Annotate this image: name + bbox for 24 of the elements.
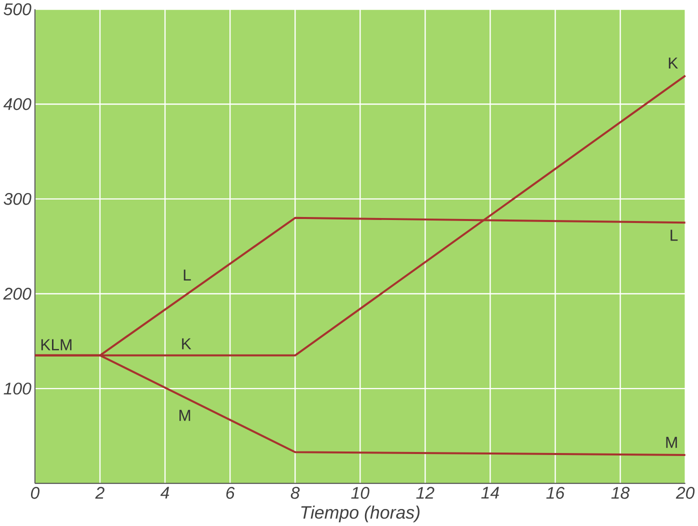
- series-label: L: [670, 230, 678, 241]
- text: L: [184, 270, 191, 281]
- x-tick-label: 12: [416, 487, 434, 499]
- y-tick-label: 300: [4, 193, 32, 206]
- x-tick-label: 4: [160, 487, 170, 499]
- series-label: K: [182, 338, 192, 350]
- x-axis-title: Tiempo (horas): [301, 506, 420, 522]
- x-tick-label: 16: [546, 487, 565, 500]
- x-tick-label: 6: [226, 487, 235, 500]
- text: K: [668, 58, 678, 69]
- x-tick-label: 8: [290, 487, 300, 500]
- y-tick-label: 100: [4, 382, 32, 395]
- series-label: M: [666, 437, 677, 448]
- y-tick-label: 200: [3, 288, 32, 300]
- x-tick-label: 10: [351, 487, 370, 500]
- x-tick-label: 20: [676, 487, 695, 500]
- y-tick-label: 500: [4, 3, 32, 16]
- x-tick-label: 14: [481, 487, 499, 499]
- x-tick-label: 2: [95, 487, 104, 499]
- text: M: [179, 410, 190, 422]
- x-tick-label: 0: [30, 487, 40, 500]
- annotation: KLM: [41, 339, 72, 350]
- y-tick-label: 400: [3, 98, 32, 110]
- x-tick-label: 18: [611, 487, 630, 500]
